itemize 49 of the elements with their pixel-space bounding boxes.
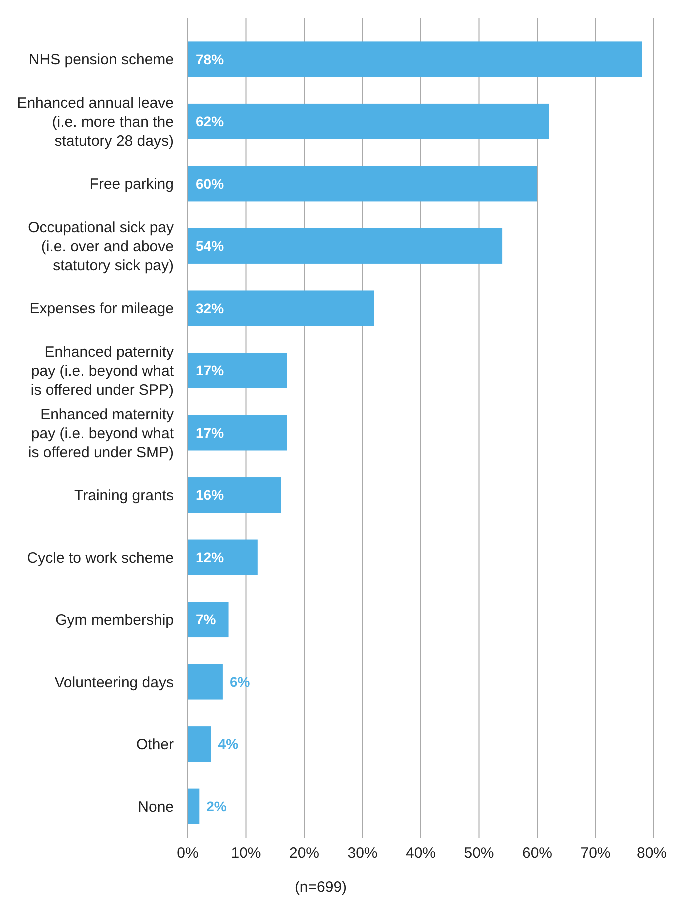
data-label: 7%: [196, 612, 217, 628]
bar: [188, 415, 288, 451]
data-label: 12%: [196, 549, 225, 566]
x-tick-label: 50%: [464, 845, 494, 862]
bar: [188, 104, 550, 140]
y-tick-label: Free parking: [90, 176, 174, 194]
bar: [188, 602, 229, 638]
y-tick-label: Gym membership: [56, 612, 174, 630]
data-label: 32%: [196, 300, 225, 316]
bar: [188, 290, 374, 326]
bar: [188, 726, 212, 762]
data-label: 54%: [196, 238, 225, 254]
x-tick-label: 60%: [522, 845, 553, 862]
data-label: 62%: [196, 114, 225, 130]
data-label: 17%: [196, 424, 225, 441]
data-label: 6%: [230, 674, 251, 690]
data-label: 78%: [196, 51, 225, 68]
x-axis-title: (n=699): [294, 879, 348, 896]
bar: [188, 228, 503, 264]
y-tick-label: Enhanced annual leave (i.e. more than the statutory 28 days): [17, 94, 174, 150]
bar: [188, 352, 288, 388]
data-label: 16%: [196, 487, 225, 504]
y-tick-label: Enhanced maternity pay (i.e. beyond what is offered under SMP): [28, 406, 175, 462]
y-tick-label: Enhanced paternity pay (i.e. beyond what is offered under SPP): [30, 344, 175, 399]
bar: [188, 540, 258, 576]
data-label: 60%: [196, 176, 225, 192]
y-tick-label: Occupational sick pay (i.e. over and above statutory sick pay): [28, 219, 174, 274]
y-tick-label: Volunteering days: [54, 674, 174, 692]
data-label: 2%: [206, 798, 228, 814]
y-tick-label: None: [138, 798, 174, 816]
bar: [188, 478, 282, 514]
x-tick-label: 20%: [289, 845, 320, 862]
x-tick-label: 40%: [406, 845, 436, 862]
y-tick-label: Training grants: [74, 488, 174, 505]
y-tick-label: Other: [136, 736, 174, 754]
y-tick-label: Cycle to work scheme: [27, 550, 174, 567]
y-tick-label: Expenses for mileage: [30, 300, 174, 318]
y-tick-label: NHS pension scheme: [28, 52, 174, 69]
bar: [188, 42, 642, 78]
x-tick-label: 80%: [636, 845, 668, 862]
data-label: 17%: [196, 362, 225, 379]
bar: [188, 664, 223, 700]
bar: [188, 788, 200, 824]
x-tick-label: 10%: [231, 845, 262, 862]
x-tick-label: 0%: [177, 845, 199, 862]
x-tick-label: 70%: [580, 845, 611, 862]
data-label: 4%: [218, 736, 240, 752]
bar: [188, 166, 538, 202]
x-tick-label: 30%: [348, 845, 378, 862]
